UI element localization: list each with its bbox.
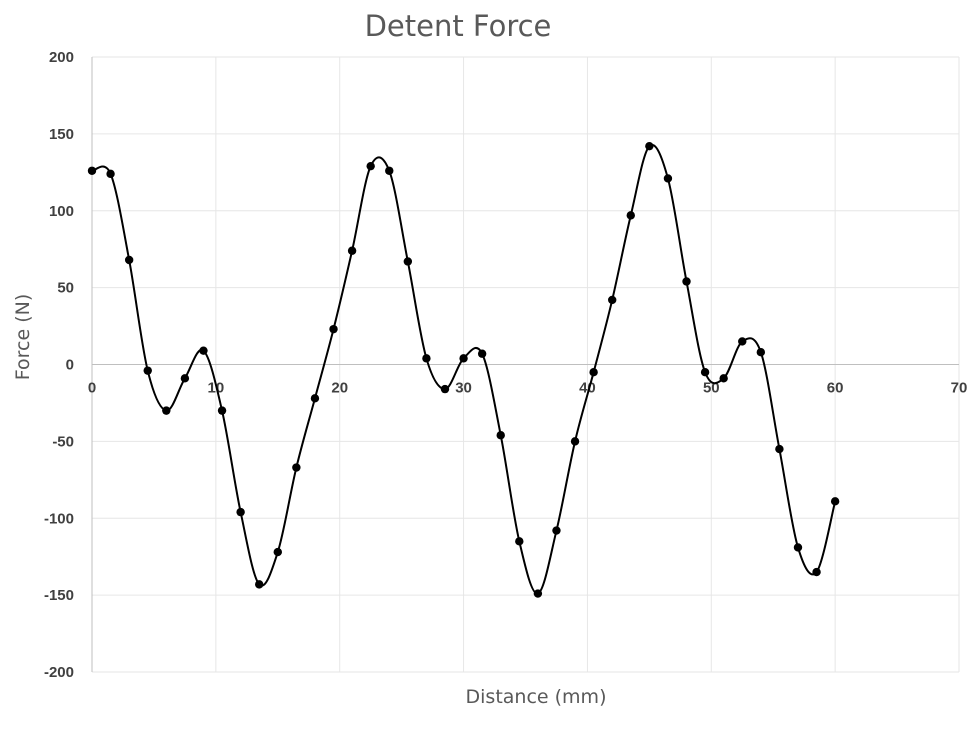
- x-tick-label: 60: [827, 380, 844, 397]
- data-point: [589, 367, 598, 377]
- y-tick-label: 200: [49, 49, 74, 66]
- x-tick-label: 40: [579, 380, 596, 397]
- data-point: [87, 166, 97, 175]
- data-point: [515, 537, 524, 546]
- data-point: [552, 526, 561, 535]
- y-tick-labels: 200 150 100 50 0 -50 -100 -150 -200: [44, 49, 74, 681]
- data-point: [719, 374, 728, 383]
- data-point: [403, 257, 413, 266]
- x-tick-label: 0: [88, 380, 96, 397]
- data-point: [459, 354, 468, 363]
- data-point: [663, 174, 673, 183]
- data-point: [422, 354, 431, 363]
- data-point: [124, 255, 134, 265]
- data-point: [682, 277, 691, 286]
- data-point: [570, 437, 580, 446]
- data-point: [626, 211, 635, 220]
- data-point: [310, 394, 320, 403]
- x-tick-labels: 0 10 20 30 40 50 60 70: [88, 380, 968, 397]
- data-point: [347, 246, 357, 255]
- data-point: [440, 384, 450, 394]
- y-tick-label: -200: [44, 664, 74, 681]
- data-point: [180, 374, 190, 383]
- data-point: [162, 406, 171, 415]
- data-point: [236, 507, 245, 517]
- data-point: [273, 547, 282, 557]
- data-point: [292, 463, 301, 472]
- y-axis-title: Force (N): [12, 294, 34, 380]
- data-point: [199, 346, 208, 355]
- x-tick-label: 30: [455, 380, 472, 397]
- data-point: [756, 348, 766, 357]
- data-point: [830, 497, 840, 506]
- y-tick-label: 0: [66, 357, 74, 374]
- data-point: [217, 406, 227, 415]
- y-tick-label: -50: [52, 433, 74, 450]
- chart-title: Detent Force: [365, 9, 552, 43]
- y-tick-label: -100: [44, 510, 74, 527]
- y-tick-label: 150: [49, 126, 74, 143]
- data-point: [477, 349, 487, 358]
- data-point: [496, 431, 505, 440]
- data-point: [385, 166, 394, 175]
- data-point: [255, 580, 264, 589]
- y-tick-label: -150: [44, 587, 74, 604]
- data-point: [329, 324, 338, 334]
- data-point: [533, 589, 543, 598]
- data-point: [645, 141, 654, 151]
- y-tick-label: 100: [49, 203, 74, 220]
- y-tick-label: 50: [57, 280, 74, 297]
- data-point: [738, 337, 747, 346]
- data-point: [366, 161, 375, 171]
- data-point: [700, 367, 710, 377]
- data-point: [793, 543, 803, 552]
- x-axis-title: Distance (mm): [466, 686, 607, 708]
- data-point: [106, 169, 115, 179]
- data-point: [775, 444, 784, 454]
- x-tick-label: 20: [331, 380, 348, 397]
- data-point: [608, 295, 617, 305]
- data-markers: [87, 141, 840, 598]
- data-point: [812, 567, 821, 577]
- data-point: [143, 366, 152, 375]
- x-tick-label: 70: [951, 380, 968, 397]
- horizontal-gridlines: [92, 56, 959, 673]
